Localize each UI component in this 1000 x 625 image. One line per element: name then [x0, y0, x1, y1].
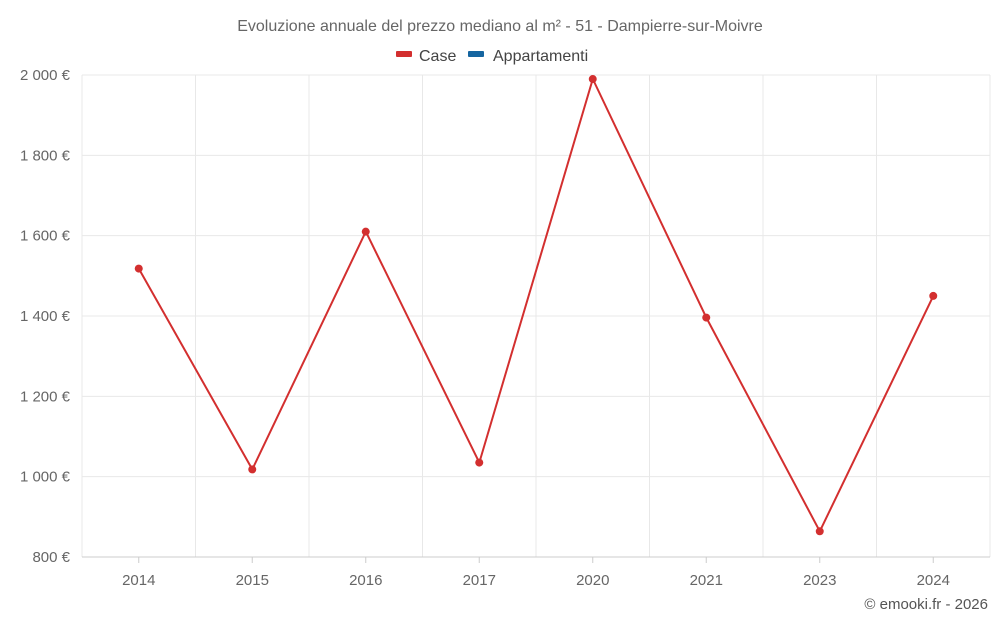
series-line-case: [137, 78, 935, 533]
data-point-case[interactable]: [134, 264, 143, 273]
x-tick-label: 2020: [576, 572, 609, 589]
grid: [81, 74, 991, 557]
legend-swatch-appartamenti: [468, 51, 484, 57]
data-point-case[interactable]: [702, 313, 711, 322]
data-point-case[interactable]: [588, 75, 597, 84]
x-tick-label: 2015: [236, 572, 269, 589]
legend-label-case: Case: [419, 48, 456, 65]
y-tick-label: 1 400 €: [20, 308, 71, 325]
data-point-case[interactable]: [248, 465, 257, 474]
data-point-case[interactable]: [361, 227, 370, 236]
x-tick-label: 2017: [463, 572, 496, 589]
x-tick-label: 2023: [803, 572, 836, 589]
x-tick-label: 2016: [349, 572, 382, 589]
legend-item-appartamenti[interactable]: Appartamenti: [468, 48, 588, 65]
credit-text: © emooki.fr - 2026: [864, 596, 988, 613]
series-case: [134, 75, 938, 536]
y-tick-label: 800 €: [32, 549, 70, 566]
x-axis-ticks: 2014 2015 2016 2017 2020 2021 2023 2024: [122, 557, 950, 589]
legend: Case Appartamenti: [396, 48, 588, 65]
data-point-case[interactable]: [815, 527, 824, 536]
y-tick-label: 1 000 €: [20, 469, 71, 486]
legend-item-case[interactable]: Case: [396, 48, 456, 65]
x-tick-label: 2021: [690, 572, 723, 589]
chart-title: Evoluzione annuale del prezzo mediano al…: [237, 18, 763, 35]
y-axis-ticks: 800 € 1 000 € 1 200 € 1 400 € 1 600 € 1 800 €…: [20, 67, 71, 566]
y-tick-label: 1 600 €: [20, 228, 71, 245]
x-tick-label: 2014: [122, 572, 155, 589]
data-point-case[interactable]: [475, 458, 484, 467]
legend-label-appartamenti: Appartamenti: [493, 48, 588, 65]
legend-swatch-case: [396, 51, 412, 57]
y-tick-label: 1 800 €: [20, 147, 71, 164]
x-tick-label: 2024: [917, 572, 950, 589]
y-tick-label: 1 200 €: [20, 388, 71, 405]
y-tick-label: 2 000 €: [20, 67, 71, 84]
data-point-case[interactable]: [929, 291, 938, 300]
